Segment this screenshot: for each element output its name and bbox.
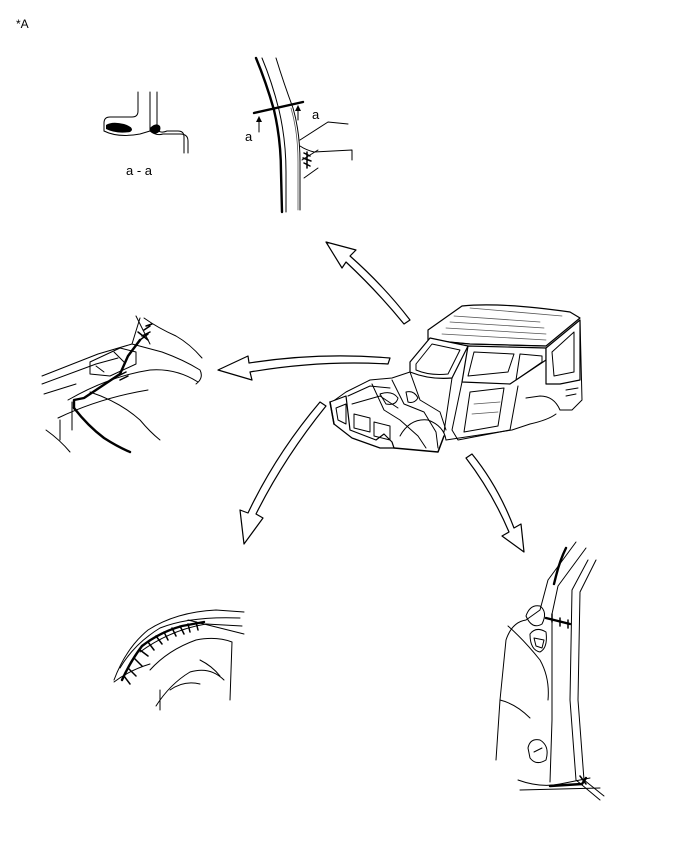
callout-arrow-to-a-pillar xyxy=(325,241,411,325)
reference-label: *A xyxy=(16,17,29,31)
section-marker-left: a xyxy=(245,129,253,144)
callout-arrow-to-b-pillar xyxy=(465,453,525,553)
cowl-front-detail xyxy=(41,315,203,454)
vehicle-body-overview xyxy=(329,304,583,453)
section-marker-right: a xyxy=(312,107,320,122)
callout-arrow-to-fender xyxy=(239,401,327,545)
a-pillar-upper-detail xyxy=(252,56,353,214)
front-fender-arch-detail xyxy=(113,609,245,711)
section-cut-line xyxy=(252,100,305,115)
callout-arrow-to-cowl xyxy=(217,355,391,381)
b-pillar-lower-detail xyxy=(495,541,605,801)
section-caption: a - a xyxy=(126,163,153,178)
section-a-a-profile xyxy=(103,91,189,154)
